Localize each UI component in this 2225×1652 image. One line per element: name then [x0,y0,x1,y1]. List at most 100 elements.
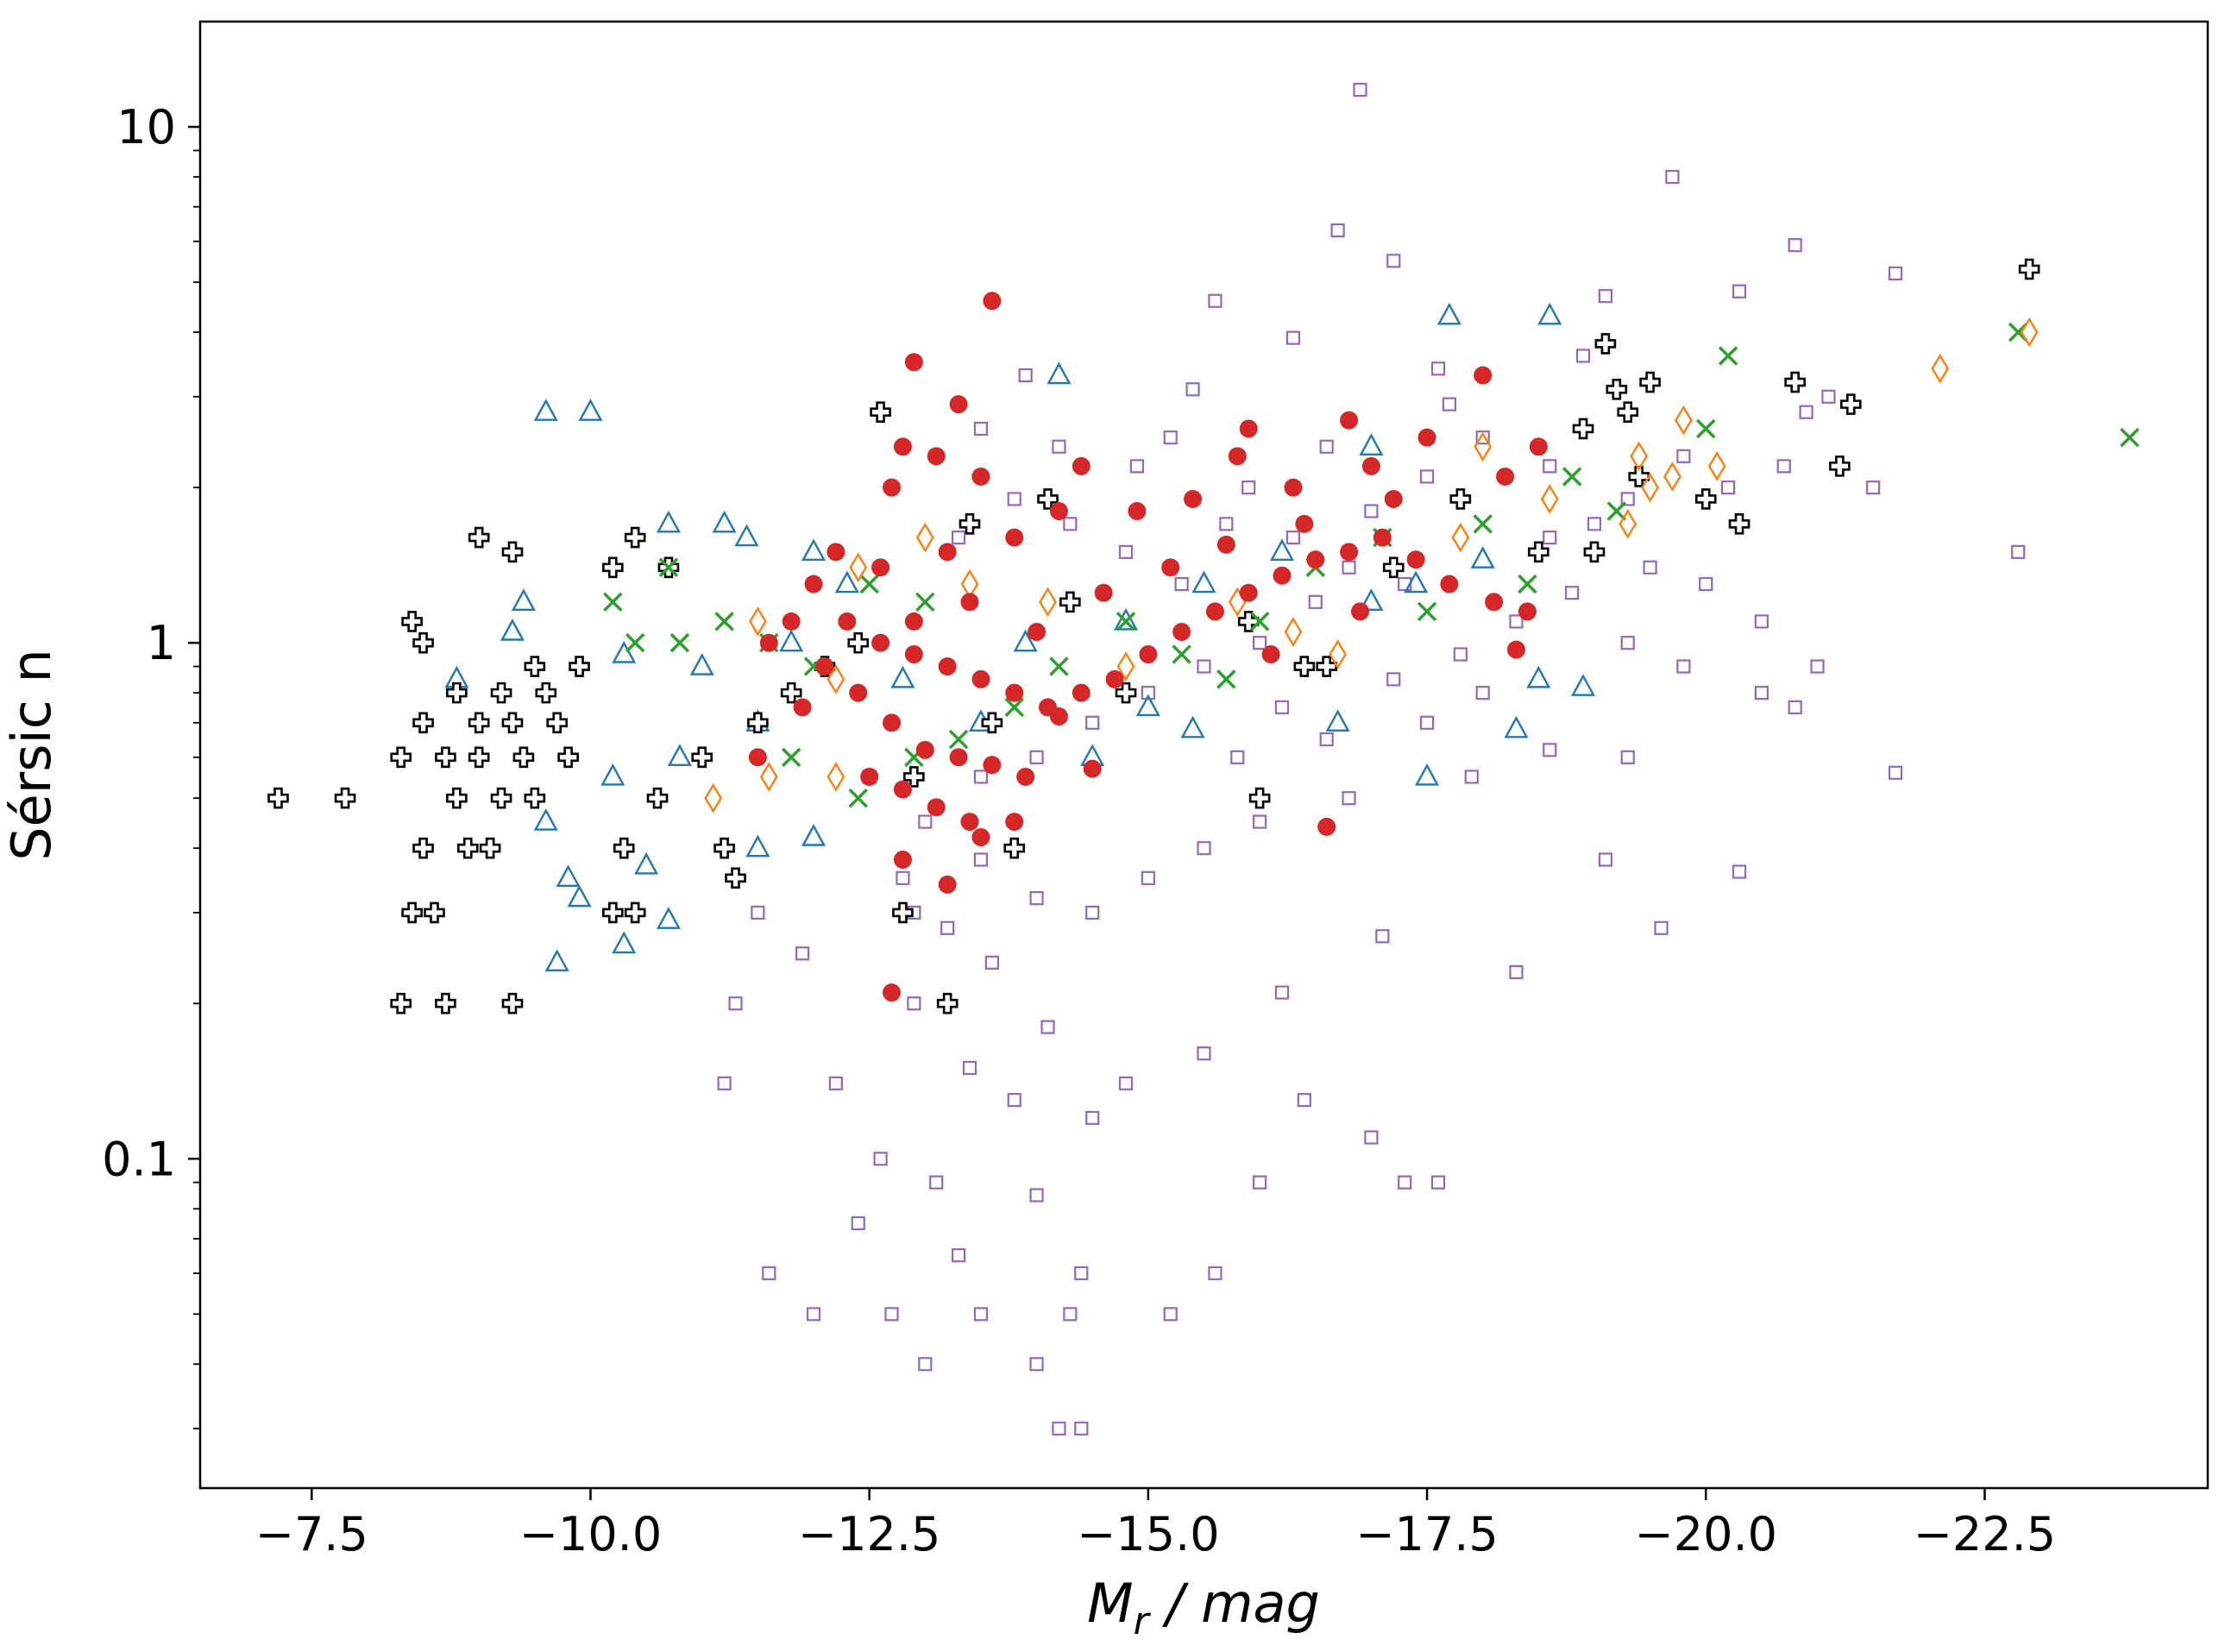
square-point [1364,504,1379,518]
square-point [1732,864,1747,879]
triangle-point [578,399,603,421]
x-point [1249,612,1270,631]
triangle-point [567,884,592,908]
plus-point [412,837,434,859]
circle-point [1239,419,1258,438]
x-point [669,632,690,653]
x-point [1417,601,1437,622]
triangle-point [1404,570,1429,594]
square-point [1197,1046,1211,1061]
plus-point [524,656,546,677]
x-point [714,612,734,631]
triangle-point [1325,709,1350,732]
plus-point [1382,556,1405,579]
circle-point [883,713,902,732]
square-point [851,1215,865,1231]
plus-point [456,837,479,859]
square-point [873,1152,888,1166]
x-tick-label: −17.5 [1355,1507,1498,1561]
square-point [1754,686,1769,700]
circle-point [1005,813,1024,832]
square-point [1699,576,1713,592]
x-point [1473,514,1493,534]
circle-point [960,593,979,612]
square-point [1007,492,1021,506]
plus-point [646,787,669,809]
triangle-point [1526,665,1551,688]
plus-point [446,682,468,704]
square-point [1029,891,1044,906]
circle-point [938,657,957,676]
square-point [1575,349,1591,363]
square-point [1598,852,1613,867]
square-point [1163,1307,1178,1322]
circle-point [1529,437,1548,456]
square-point [1866,481,1881,495]
x-point [1606,501,1627,521]
triangle-point [612,640,637,663]
diamond-point [748,606,767,637]
plus-point [1528,541,1549,563]
square-point [918,814,933,829]
circle-point [1228,447,1247,466]
diamond-point [759,762,778,792]
square-point [2011,544,2026,559]
diamond-point [849,552,868,583]
axis-ticks: −7.5 −10.0 −12.5 −15.0 −17.5 −20.0 −22.5 0.1 1 10 [102,100,2056,1561]
plus-point [490,682,512,704]
circle-point [871,558,890,577]
diamond-point [704,782,723,813]
triangle-point [656,907,681,929]
x-point [625,632,645,653]
circle-point [1306,550,1325,569]
circle-point [1295,514,1314,533]
diamond-point [2020,317,2039,348]
circle-point [1340,543,1359,562]
triangle-point [1269,538,1295,562]
circle-point [1350,602,1369,621]
square-point [1453,647,1468,662]
square-point [884,1307,899,1322]
square-point [728,996,743,1011]
square-point [1543,530,1557,545]
square-point [1754,614,1769,629]
square-point [1141,686,1155,700]
square-point [918,1357,933,1372]
triangle-point [1436,302,1461,325]
circle-point [927,798,946,817]
square-point [1732,284,1747,298]
triangle-point [890,665,915,688]
circle-point [1049,707,1068,725]
square-point [1197,841,1211,856]
square-point [717,1076,732,1090]
plus-point [1293,656,1316,677]
circle-point [971,827,990,846]
diamond-point [1540,484,1559,514]
y-tick-label: 0.1 [102,1132,176,1186]
square-point [1074,1266,1089,1281]
circle-point [883,478,902,497]
diamond-point [1474,431,1493,462]
circle-point [1072,456,1091,475]
circle-point [827,543,845,562]
plus-point [1248,787,1271,809]
diamond-point [1674,405,1693,436]
square-point [1007,1093,1021,1108]
series-blue-triangles [444,302,1596,972]
square-point [1587,517,1602,531]
triangle-point [1113,607,1139,631]
circle-point [1172,622,1191,641]
square-point [1063,517,1078,531]
square-point [973,852,989,867]
plus-point [1617,401,1639,424]
plus-point [334,787,356,809]
plus-point [1449,488,1472,510]
square-point [1297,1093,1311,1108]
plus-point [847,631,870,654]
triangle-point [1571,674,1596,696]
plus-point [546,712,568,734]
square-point [1253,1175,1267,1190]
plus-point [1059,591,1081,613]
circle-point [1105,669,1124,688]
diamond-point [1451,522,1470,553]
